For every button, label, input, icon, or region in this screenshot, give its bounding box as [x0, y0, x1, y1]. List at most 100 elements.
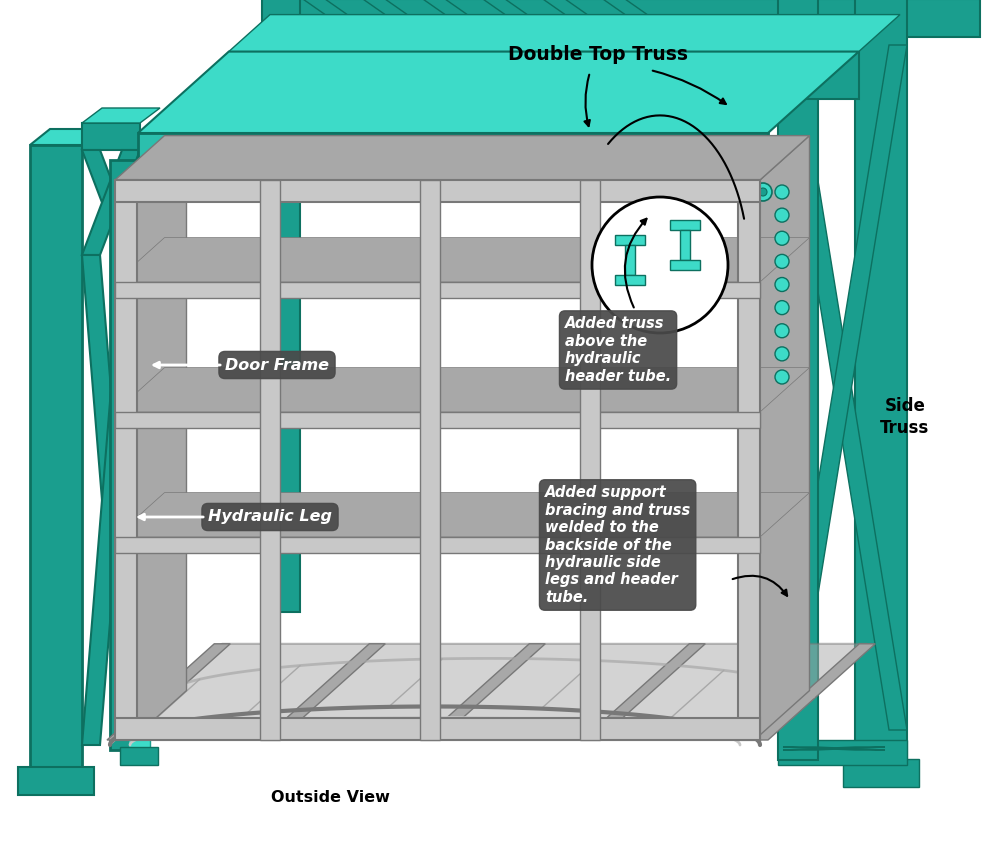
Circle shape	[511, 188, 519, 196]
Circle shape	[387, 188, 395, 196]
Circle shape	[429, 188, 437, 196]
Polygon shape	[270, 0, 980, 37]
Polygon shape	[582, 644, 705, 740]
Circle shape	[775, 278, 789, 292]
Circle shape	[775, 231, 789, 245]
Circle shape	[676, 188, 684, 196]
Circle shape	[346, 188, 353, 196]
Polygon shape	[115, 238, 810, 282]
Polygon shape	[625, 245, 635, 275]
Polygon shape	[752, 644, 875, 740]
Polygon shape	[115, 136, 810, 180]
Circle shape	[718, 188, 726, 196]
Polygon shape	[778, 0, 818, 760]
Polygon shape	[262, 644, 385, 740]
Circle shape	[759, 188, 767, 196]
Polygon shape	[82, 255, 140, 745]
Polygon shape	[778, 45, 907, 730]
Circle shape	[754, 183, 772, 201]
Polygon shape	[110, 160, 140, 750]
Polygon shape	[115, 180, 137, 740]
Circle shape	[552, 188, 560, 196]
Circle shape	[775, 324, 789, 338]
Text: Outside View: Outside View	[270, 789, 389, 805]
Text: Added support
bracing and truss
welded to the
backside of the
hydraulic side
leg: Added support bracing and truss welded t…	[545, 486, 690, 604]
Polygon shape	[115, 368, 810, 412]
Circle shape	[139, 188, 147, 196]
Polygon shape	[778, 45, 907, 730]
Polygon shape	[262, 0, 300, 612]
Circle shape	[592, 197, 728, 333]
Polygon shape	[260, 180, 280, 740]
Polygon shape	[115, 282, 760, 298]
Polygon shape	[138, 133, 768, 180]
Circle shape	[775, 208, 789, 222]
Polygon shape	[18, 767, 94, 795]
Polygon shape	[82, 123, 140, 150]
Polygon shape	[680, 230, 690, 260]
Polygon shape	[82, 255, 140, 745]
Circle shape	[775, 370, 789, 384]
Circle shape	[424, 183, 442, 201]
Polygon shape	[480, 0, 535, 32]
Circle shape	[464, 183, 483, 201]
Polygon shape	[115, 492, 810, 537]
Circle shape	[713, 183, 731, 201]
Polygon shape	[128, 585, 150, 755]
Polygon shape	[360, 0, 415, 32]
Polygon shape	[115, 412, 760, 428]
Polygon shape	[420, 180, 440, 740]
Circle shape	[217, 183, 235, 201]
Circle shape	[304, 188, 312, 196]
Text: Added truss
above the
hydraulic
header tube.: Added truss above the hydraulic header t…	[565, 316, 671, 384]
Polygon shape	[600, 0, 655, 32]
Circle shape	[630, 183, 648, 201]
Polygon shape	[30, 129, 102, 145]
Polygon shape	[115, 644, 867, 740]
Text: Hydraulic Leg: Hydraulic Leg	[208, 510, 332, 524]
Polygon shape	[229, 51, 858, 98]
Circle shape	[775, 301, 789, 315]
Circle shape	[263, 188, 271, 196]
Circle shape	[469, 188, 477, 196]
Polygon shape	[670, 220, 700, 230]
Polygon shape	[115, 718, 760, 740]
Circle shape	[341, 183, 358, 201]
Polygon shape	[107, 644, 231, 740]
Circle shape	[635, 188, 643, 196]
Circle shape	[506, 183, 524, 201]
Polygon shape	[120, 747, 158, 765]
Circle shape	[180, 188, 188, 196]
Polygon shape	[540, 0, 595, 32]
Polygon shape	[82, 108, 160, 123]
Circle shape	[671, 183, 689, 201]
Circle shape	[589, 183, 607, 201]
Circle shape	[547, 183, 565, 201]
Polygon shape	[615, 275, 645, 285]
Text: Door Frame: Door Frame	[225, 357, 329, 373]
Polygon shape	[670, 260, 700, 270]
Polygon shape	[137, 136, 186, 735]
Circle shape	[175, 183, 193, 201]
Polygon shape	[783, 747, 885, 750]
Polygon shape	[138, 180, 768, 188]
Circle shape	[382, 183, 400, 201]
Circle shape	[134, 183, 152, 201]
Polygon shape	[843, 759, 919, 787]
Circle shape	[775, 347, 789, 361]
Circle shape	[299, 183, 318, 201]
Text: Side
Truss: Side Truss	[880, 397, 930, 437]
Polygon shape	[783, 747, 885, 750]
Polygon shape	[422, 644, 545, 740]
Polygon shape	[615, 235, 645, 245]
Polygon shape	[82, 150, 140, 255]
Polygon shape	[855, 0, 907, 762]
Circle shape	[594, 188, 602, 196]
Polygon shape	[760, 136, 810, 735]
Polygon shape	[738, 180, 760, 740]
Polygon shape	[778, 740, 907, 765]
Polygon shape	[420, 0, 475, 32]
Polygon shape	[580, 180, 600, 740]
Polygon shape	[82, 150, 140, 255]
Polygon shape	[115, 537, 760, 553]
